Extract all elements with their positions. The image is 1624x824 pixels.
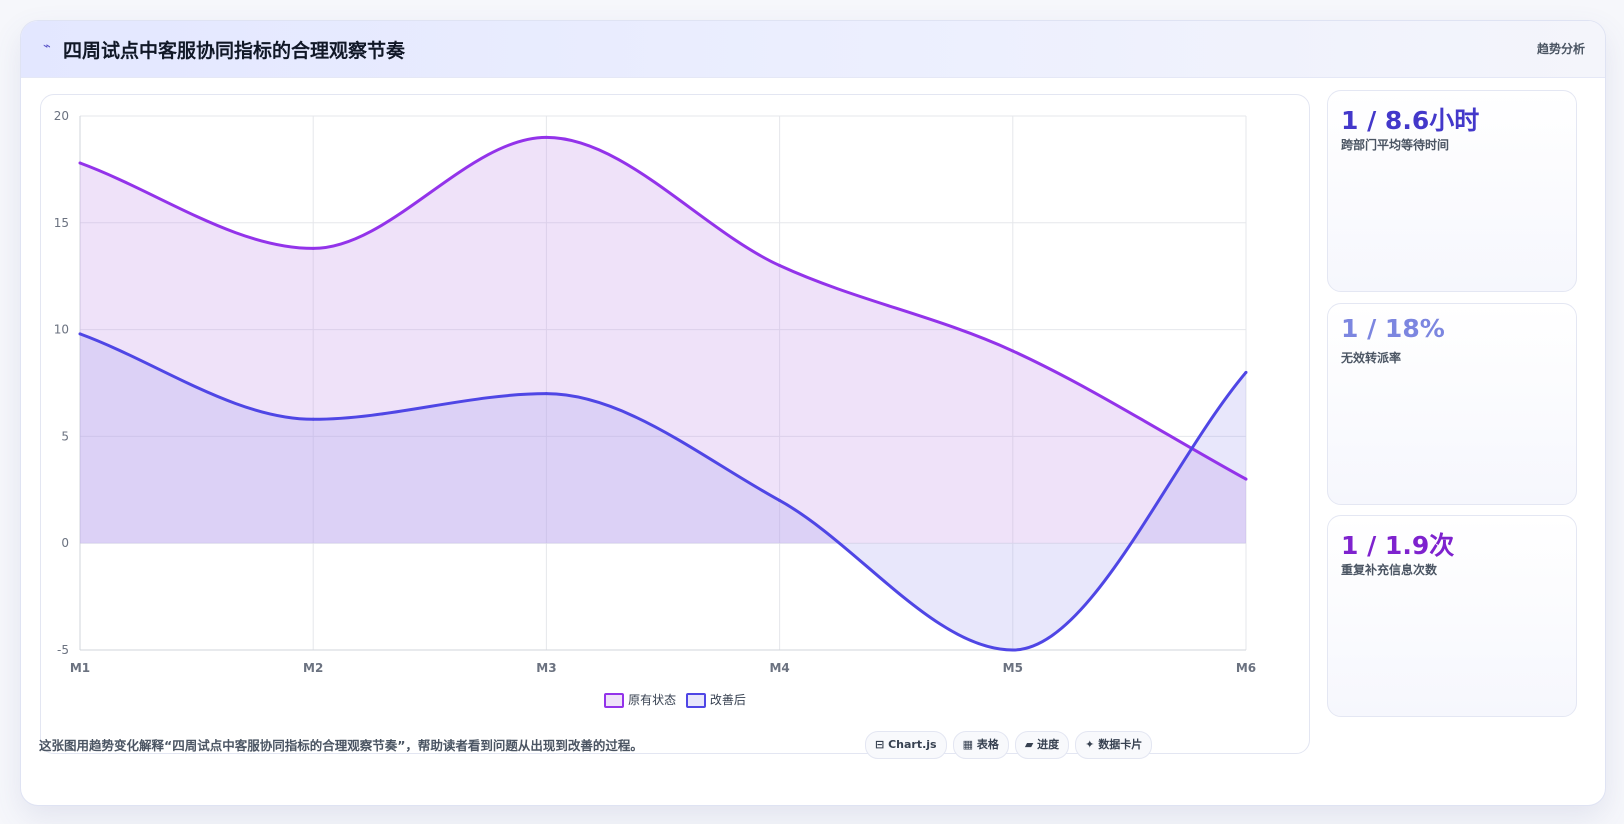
chart-panel: 20 15 10 5 0 -5 M1 M2 M3 M4 M5 M6 原有状态 改善后 (40, 94, 1310, 754)
data-point (1011, 648, 1015, 652)
chip-table[interactable]: ▦ 表格 (952, 731, 1009, 759)
line-chart: 20 15 10 5 0 -5M1 M2 M3 M4 M5 M6 (54, 109, 1256, 675)
y-tick-label: 15 (54, 216, 69, 230)
data-point (78, 161, 82, 165)
chip-label: 数据卡片 (1098, 738, 1143, 751)
data-point (778, 498, 782, 502)
data-point (544, 135, 548, 139)
x-tick-label: M1 (70, 661, 90, 675)
stat-card-repeat-info: 1 / 1.9次 重复补充信息次数 (1327, 515, 1577, 717)
x-tick-label: M6 (1236, 661, 1256, 675)
data-point (1244, 370, 1248, 374)
y-tick-label: 0 (61, 536, 69, 550)
x-tick-label: M2 (303, 661, 323, 675)
table-icon: ▦ (962, 738, 973, 751)
trend-analysis-tag: 趋势分析 (1536, 42, 1585, 56)
legend-swatch-series-0 (604, 693, 625, 708)
series-line-1 (79, 332, 1248, 652)
y-tick-label: 10 (54, 323, 69, 337)
data-point (544, 392, 548, 396)
legend-label-series-0: 原有状态 (628, 693, 677, 707)
x-tick-label: M3 (536, 661, 556, 675)
tech-chips: ⊟ Chart.js ▦ 表格 ▰ 进度 ✦ 数据卡片 (865, 731, 1158, 759)
chart-description: 这张图用趋势变化解释“四周试点中客服协同指标的合理观察节奏”，帮助读者看到问题从… (39, 738, 643, 753)
chip-label: Chart.js (888, 738, 937, 751)
legend-item-series-1[interactable]: 改善后 (685, 691, 746, 708)
chip-label: 表格 (976, 738, 999, 751)
y-tick-label: -5 (57, 643, 69, 657)
legend-item-series-0[interactable]: 原有状态 (604, 691, 676, 708)
chip-progress[interactable]: ▰ 进度 (1014, 731, 1070, 759)
data-point (778, 264, 782, 268)
chip-chartjs[interactable]: ⊟ Chart.js (865, 731, 947, 759)
dashboard-card: ⌁ 四周试点中客服协同指标的合理观察节奏 趋势分析 20 15 10 5 0 -5 M1 M2… (20, 20, 1606, 806)
series-line-0 (79, 135, 1247, 481)
x-tick-label: M4 (769, 661, 789, 675)
data-point (311, 246, 315, 250)
legend-label-series-1: 改善后 (709, 693, 746, 707)
card-icon: ✦ (1085, 738, 1095, 751)
stat-label: 跨部门平均等待时间 (1341, 138, 1450, 152)
data-point (78, 332, 82, 336)
legend-swatch-series-1 (685, 693, 706, 708)
chart-legend: 原有状态 改善后 (41, 691, 1309, 708)
stat-value: 1 / 18% (1341, 314, 1445, 343)
page-title: 四周试点中客服协同指标的合理观察节奏 (63, 40, 406, 62)
chip-data-card[interactable]: ✦ 数据卡片 (1075, 731, 1153, 759)
progress-icon: ▰ (1024, 738, 1034, 751)
chart-icon: ⊟ (875, 738, 885, 751)
lightning-icon: ⌁ (43, 39, 51, 54)
y-tick-label: 5 (61, 429, 69, 443)
stat-label: 无效转派率 (1341, 351, 1402, 365)
y-tick-label: 20 (54, 109, 69, 123)
data-point (1011, 349, 1015, 353)
stat-value: 1 / 1.9次 (1341, 531, 1455, 560)
stat-card-invalid-transfer: 1 / 18% 无效转派率 (1327, 303, 1577, 505)
data-point (1244, 477, 1248, 481)
data-point (311, 417, 315, 421)
series-area-0 (80, 137, 1246, 544)
x-tick-label: M5 (1003, 661, 1023, 675)
series-area-1 (80, 333, 1246, 650)
header-bar: ⌁ 四周试点中客服协同指标的合理观察节奏 趋势分析 (21, 21, 1605, 78)
stat-label: 重复补充信息次数 (1341, 563, 1438, 577)
stat-card-wait-time: 1 / 8.6小时 跨部门平均等待时间 (1327, 90, 1577, 292)
chip-label: 进度 (1037, 738, 1060, 751)
stat-value: 1 / 8.6小时 (1341, 106, 1480, 135)
